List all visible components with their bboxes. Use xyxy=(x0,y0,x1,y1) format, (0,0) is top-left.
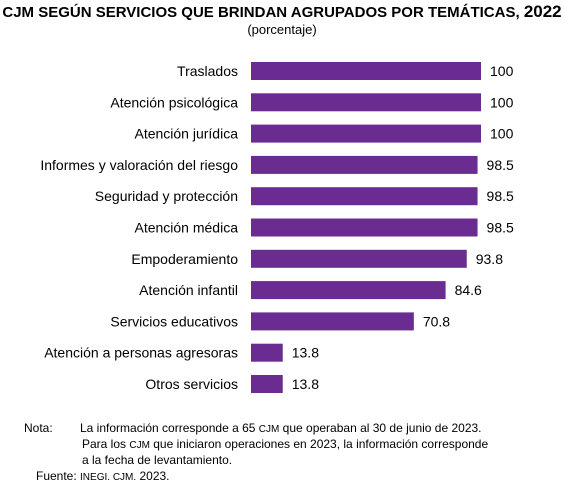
category-label: Empoderamiento xyxy=(131,251,238,267)
bar xyxy=(251,218,478,237)
note-line-2-sc: CJM xyxy=(129,440,150,451)
bar xyxy=(251,343,283,362)
bar xyxy=(251,249,467,268)
bar-chart: Traslados 100 Atención psicológica 100 Atenc… xyxy=(40,62,514,393)
source-name: INEGI. CJM. xyxy=(80,472,137,483)
chart-title-main: SEGÚN SERVICIOS QUE BRINDAN AGRUPADOS PO… xyxy=(34,4,524,21)
note-line-2-a: Para los xyxy=(82,437,130,451)
bar xyxy=(251,187,478,206)
value-label: 98.5 xyxy=(487,188,514,204)
chart-subtitle: (porcentaje) xyxy=(247,22,317,37)
value-label: 98.5 xyxy=(487,220,514,236)
category-label: Servicios educativos xyxy=(110,313,238,329)
value-label: 100 xyxy=(490,126,514,142)
category-label: Atención infantil xyxy=(139,282,238,298)
note-line-2-b: que iniciaron operaciones en 2023, la in… xyxy=(149,437,489,451)
note-line-1-b: que operaban al 30 de junio de 2023. xyxy=(279,421,482,435)
category-label: Atención médica xyxy=(134,220,238,236)
category-label: Informes y valoración del riesgo xyxy=(40,157,238,173)
value-label: 13.8 xyxy=(292,376,319,392)
note-line-2: Para los CJM que iniciaron operaciones e… xyxy=(82,436,488,454)
note-line-1-a: La información corresponde a 65 xyxy=(80,421,259,435)
value-label: 70.8 xyxy=(423,313,450,329)
category-label: Seguridad y protección xyxy=(95,188,238,204)
source-line: Fuente: INEGI. CJM. 2023. xyxy=(36,468,170,486)
bar xyxy=(251,375,283,393)
note-line-3: a la fecha de levantamiento. xyxy=(82,453,233,467)
note-label: Nota: xyxy=(24,421,53,435)
bar xyxy=(251,62,481,80)
value-label: 84.6 xyxy=(455,282,482,298)
bar xyxy=(251,155,478,174)
value-label: 93.8 xyxy=(476,251,503,267)
value-label: 100 xyxy=(490,94,514,110)
chart-title-year: 2022 xyxy=(523,2,562,21)
bar xyxy=(251,93,481,112)
category-label: Atención psicológica xyxy=(110,94,238,110)
bar xyxy=(251,312,414,331)
category-label: Atención a personas agresoras xyxy=(44,345,238,361)
chart-title: CJM SEGÚN SERVICIOS QUE BRINDAN AGRUPADO… xyxy=(0,2,564,22)
note-line-1: La información corresponde a 65 CJM que … xyxy=(80,420,482,438)
value-label: 98.5 xyxy=(487,157,514,173)
source-label: Fuente: xyxy=(36,469,81,483)
category-label: Atención jurídica xyxy=(134,126,238,142)
value-label: 100 xyxy=(490,63,514,79)
note-line-1-sc: CJM xyxy=(258,424,280,435)
value-label: 13.8 xyxy=(292,345,319,361)
category-label: Traslados xyxy=(177,63,238,79)
chart-title-prefix: CJM xyxy=(2,4,35,21)
category-label: Otros servicios xyxy=(145,376,238,392)
bar xyxy=(251,124,481,143)
source-year: 2023. xyxy=(136,469,170,483)
bar xyxy=(251,281,446,300)
